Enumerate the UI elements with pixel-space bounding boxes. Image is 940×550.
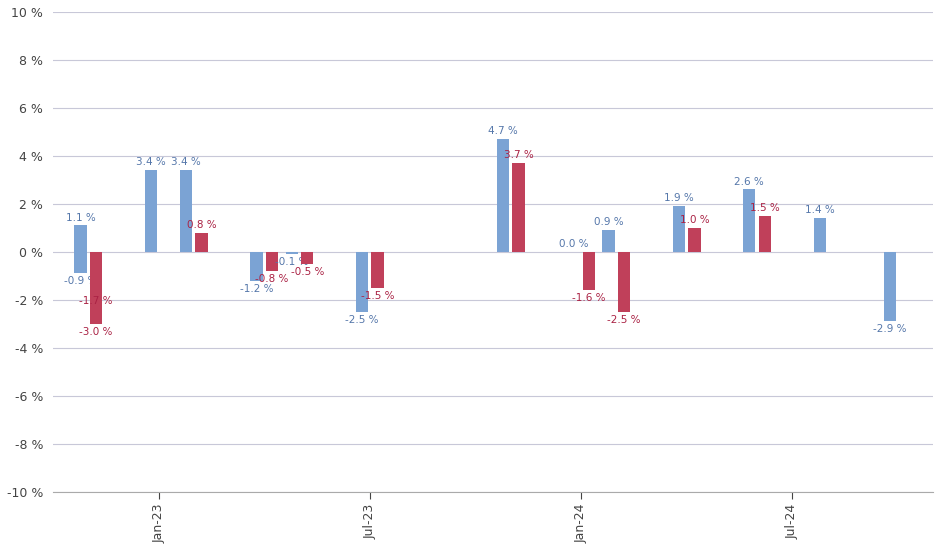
Text: -1.7 %: -1.7 % — [79, 295, 113, 305]
Bar — [673, 206, 685, 252]
Bar — [286, 252, 298, 254]
Text: 2.6 %: 2.6 % — [734, 177, 764, 186]
Bar — [90, 252, 102, 293]
Bar — [145, 170, 157, 252]
Bar — [356, 252, 368, 312]
Text: 0.9 %: 0.9 % — [594, 217, 623, 227]
Bar — [496, 139, 509, 252]
Text: 1.1 %: 1.1 % — [66, 213, 95, 223]
Bar — [512, 163, 525, 252]
Bar — [250, 252, 262, 280]
Bar — [813, 218, 826, 252]
Bar — [90, 252, 102, 324]
Text: -2.5 %: -2.5 % — [345, 315, 379, 324]
Bar — [196, 233, 208, 252]
Text: -1.2 %: -1.2 % — [240, 283, 274, 294]
Bar — [688, 228, 700, 252]
Text: 3.7 %: 3.7 % — [504, 150, 533, 160]
Text: 1.9 %: 1.9 % — [664, 194, 694, 204]
Bar — [759, 216, 771, 252]
Bar — [180, 170, 193, 252]
Bar — [884, 252, 896, 321]
Text: -0.1 %: -0.1 % — [275, 257, 308, 267]
Text: 3.4 %: 3.4 % — [171, 157, 201, 167]
Bar — [74, 226, 86, 252]
Text: 0.0 %: 0.0 % — [558, 239, 588, 249]
Text: -2.9 %: -2.9 % — [873, 324, 907, 334]
Bar — [618, 252, 630, 312]
Bar — [74, 252, 86, 273]
Text: -3.0 %: -3.0 % — [79, 327, 113, 337]
Text: -0.9 %: -0.9 % — [64, 276, 97, 287]
Text: 1.4 %: 1.4 % — [805, 205, 835, 216]
Text: -2.5 %: -2.5 % — [607, 315, 641, 324]
Bar — [744, 189, 756, 252]
Bar — [583, 252, 595, 290]
Bar — [266, 252, 278, 271]
Text: 1.5 %: 1.5 % — [750, 203, 779, 213]
Text: 4.7 %: 4.7 % — [488, 126, 518, 136]
Text: -0.8 %: -0.8 % — [256, 274, 289, 284]
Text: 3.4 %: 3.4 % — [136, 157, 165, 167]
Bar — [603, 230, 615, 252]
Text: -1.5 %: -1.5 % — [361, 291, 395, 301]
Text: 0.8 %: 0.8 % — [187, 220, 216, 230]
Text: -0.5 %: -0.5 % — [290, 267, 324, 277]
Text: 1.0 %: 1.0 % — [680, 215, 709, 225]
Text: -1.6 %: -1.6 % — [572, 293, 605, 303]
Bar — [301, 252, 313, 264]
Bar — [371, 252, 384, 288]
